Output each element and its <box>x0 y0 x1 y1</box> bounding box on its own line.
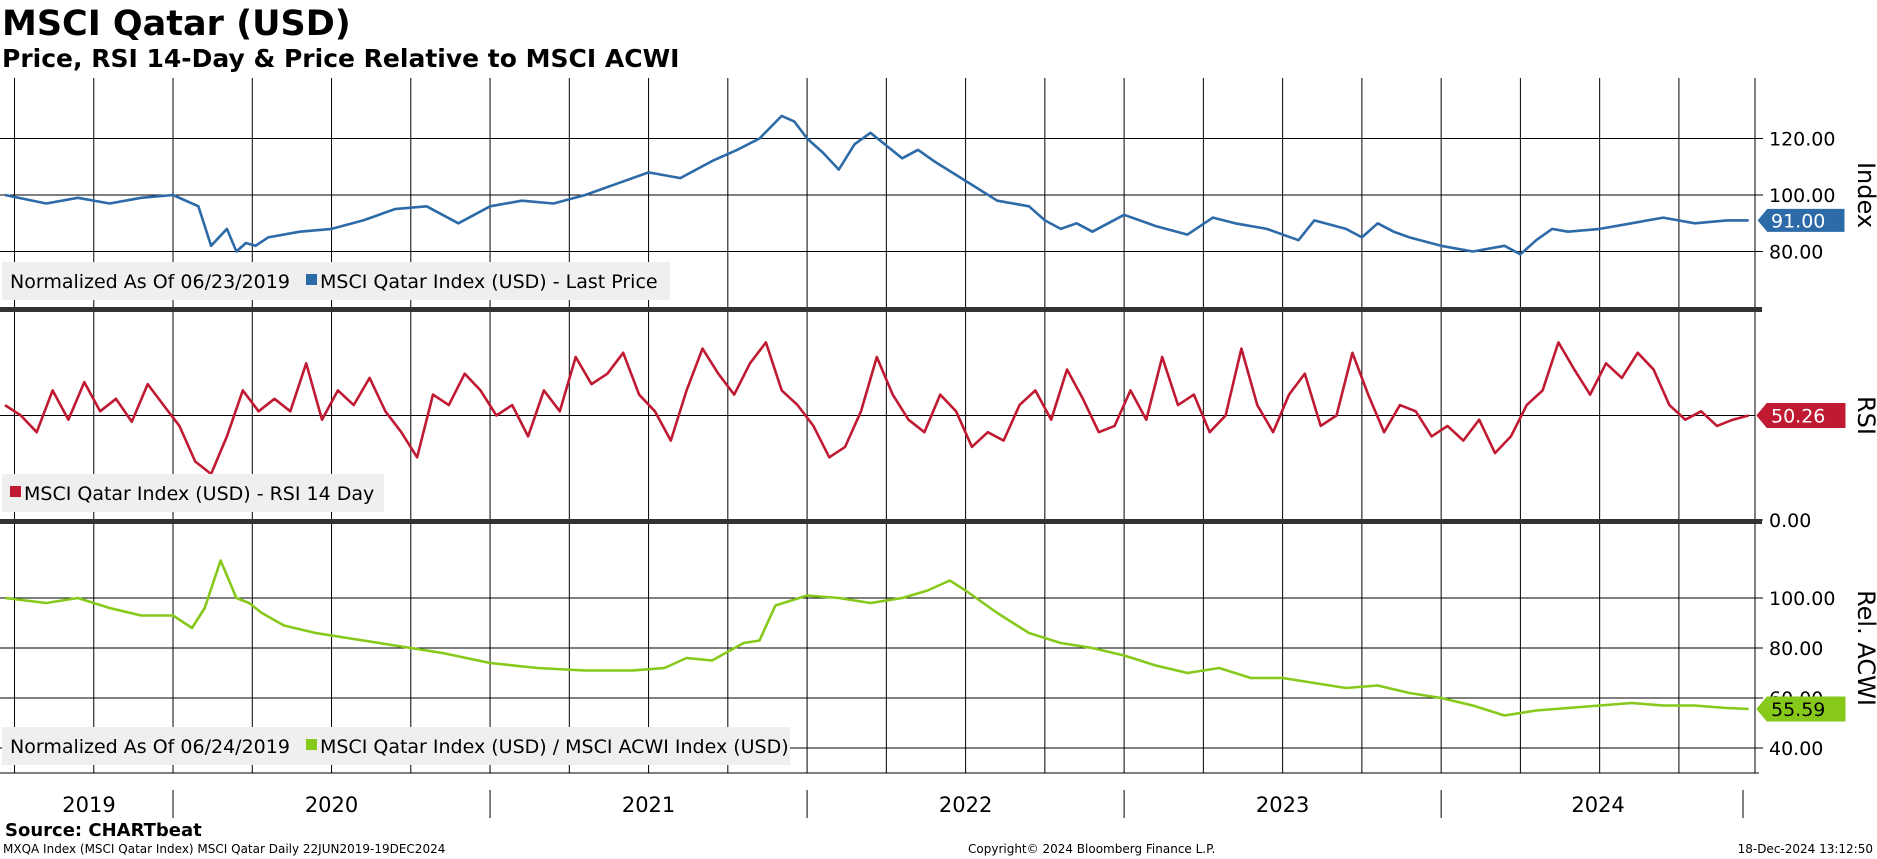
source-note: Source: CHARTbeat <box>5 820 202 841</box>
price-series-line <box>4 114 1749 256</box>
relative-ytick-label: 80.00 <box>1769 638 1823 660</box>
rsi-last-value: 50.26 <box>1771 406 1825 428</box>
relative-legend-prefix: Normalized As Of 06/24/2019 <box>10 736 290 758</box>
relative-legend-label: MSCI Qatar Index (USD) / MSCI ACWI Index… <box>320 736 789 758</box>
price-last-value-tag <box>1756 207 1846 233</box>
rsi-series-line <box>4 341 1750 476</box>
relative-ytick-label: 100.00 <box>1769 588 1835 610</box>
chart-title: MSCI Qatar (USD) <box>2 4 351 44</box>
footer-ticker-info: MXQA Index (MSCI Qatar Index) MSCI Qatar… <box>3 842 446 856</box>
x-tick-label: 2021 <box>622 793 675 817</box>
price-ytick-label: 100.00 <box>1769 185 1835 207</box>
x-tick-label: 2023 <box>1256 793 1309 817</box>
price-ytick-label: 80.00 <box>1769 242 1823 264</box>
panel-separator <box>0 307 1762 312</box>
relative-series-line <box>4 559 1749 717</box>
price-legend-box <box>2 262 670 300</box>
footer-copyright: Copyright© 2024 Bloomberg Finance L.P. <box>968 842 1216 856</box>
price-legend-swatch <box>306 274 317 285</box>
relative-legend-box <box>2 727 790 765</box>
relative-ytick-label: 40.00 <box>1769 738 1823 760</box>
rsi-legend-box <box>2 474 384 512</box>
relative-last-value-tag <box>1756 696 1846 722</box>
x-tick-label: 2022 <box>939 793 992 817</box>
price-axis-title: Index <box>1852 162 1877 228</box>
price-ytick-label: 120.00 <box>1769 129 1835 151</box>
price-legend-prefix: Normalized As Of 06/23/2019 <box>10 271 290 293</box>
rsi-legend-swatch <box>10 486 21 497</box>
rsi-ytick-label: 0.00 <box>1769 510 1811 532</box>
price-legend-label: MSCI Qatar Index (USD) - Last Price <box>320 271 658 293</box>
relative-axis-title: Rel. ACWI <box>1852 590 1877 706</box>
x-tick-label: 2024 <box>1571 793 1624 817</box>
x-tick-label: 2020 <box>305 793 358 817</box>
footer-timestamp: 18-Dec-2024 13:12:50 <box>1737 842 1873 856</box>
relative-legend-swatch <box>306 739 317 750</box>
x-tick-label: 2019 <box>62 793 115 817</box>
chart-subtitle: Price, RSI 14-Day & Price Relative to MS… <box>2 44 680 73</box>
price-last-value: 91.00 <box>1771 210 1825 232</box>
rsi-axis-title: RSI <box>1852 396 1877 435</box>
rsi-last-value-tag <box>1756 403 1846 428</box>
rsi-legend-label: MSCI Qatar Index (USD) - RSI 14 Day <box>24 483 374 505</box>
relative-last-value: 55.59 <box>1771 699 1825 721</box>
panel-separator <box>0 519 1762 524</box>
